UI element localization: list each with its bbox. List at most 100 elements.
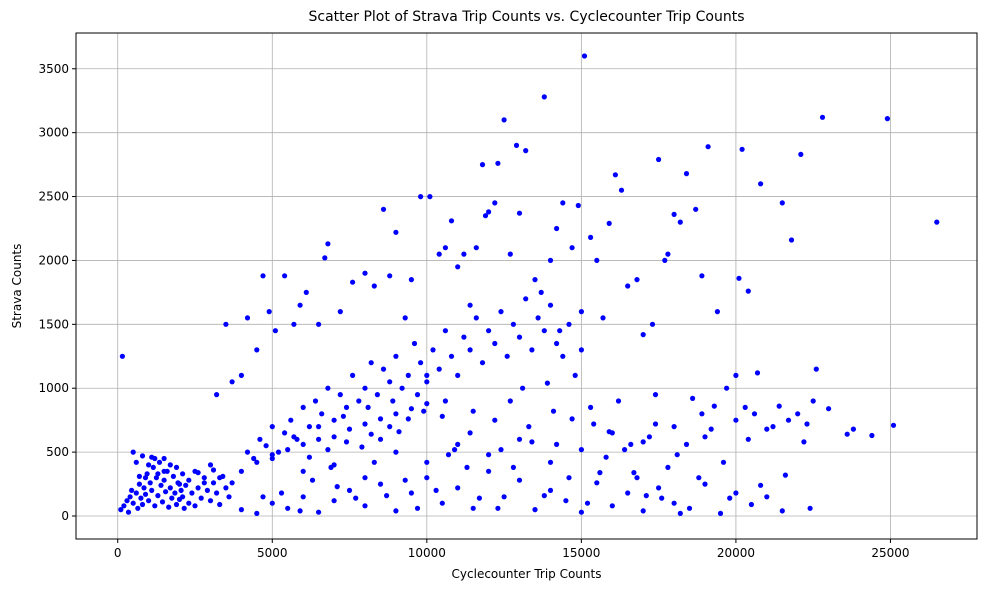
data-point	[473, 245, 479, 251]
data-point	[804, 421, 810, 427]
data-point	[727, 495, 733, 501]
data-point	[724, 385, 730, 391]
data-point	[303, 289, 309, 295]
data-point	[427, 194, 433, 200]
data-point	[507, 251, 513, 257]
data-point	[600, 315, 606, 321]
data-point	[492, 200, 498, 206]
data-point	[739, 146, 745, 152]
data-point	[377, 436, 384, 442]
data-point	[405, 372, 411, 378]
y-tick-label: 0	[61, 509, 69, 523]
data-point	[625, 283, 631, 289]
data-point	[612, 172, 619, 178]
data-point	[516, 477, 523, 483]
data-point	[850, 426, 857, 432]
data-point	[254, 510, 260, 516]
data-point	[254, 459, 260, 465]
data-point	[492, 417, 498, 423]
data-point	[742, 404, 748, 410]
grid-lines	[76, 33, 977, 539]
data-point	[266, 309, 272, 315]
data-point	[343, 404, 350, 410]
data-point	[501, 494, 507, 500]
data-point	[424, 401, 430, 407]
data-point	[195, 485, 201, 491]
data-point	[486, 328, 492, 334]
data-point	[424, 459, 430, 465]
data-point	[510, 464, 516, 470]
data-point	[479, 360, 486, 366]
data-point	[272, 328, 278, 334]
data-point	[640, 439, 646, 445]
data-point	[229, 480, 235, 486]
data-point	[300, 441, 306, 447]
data-point	[470, 505, 476, 511]
data-point	[671, 211, 677, 217]
data-point	[371, 283, 377, 289]
data-point	[365, 404, 371, 410]
data-point	[207, 498, 214, 504]
data-point	[758, 482, 764, 488]
data-point	[492, 340, 498, 347]
data-point	[529, 439, 535, 445]
data-point	[819, 114, 826, 120]
data-point	[214, 392, 220, 398]
data-point	[486, 468, 492, 474]
data-point	[223, 321, 229, 327]
data-point	[278, 490, 285, 496]
data-point	[652, 421, 659, 427]
data-point	[161, 455, 167, 462]
data-point	[238, 468, 244, 474]
x-tick-label: 5000	[257, 546, 288, 560]
data-point	[331, 434, 337, 440]
y-tick-label: 1000	[38, 381, 69, 395]
data-point	[622, 447, 628, 453]
data-point	[210, 480, 217, 486]
data-point	[408, 406, 414, 412]
data-point	[155, 493, 161, 499]
data-point	[146, 462, 152, 468]
data-point	[523, 296, 529, 302]
data-point	[175, 480, 181, 486]
data-point	[634, 475, 640, 481]
data-point	[665, 464, 671, 470]
data-point	[554, 225, 560, 232]
data-point	[210, 467, 217, 473]
data-point	[119, 353, 125, 359]
data-point	[316, 509, 322, 515]
data-point	[337, 309, 343, 315]
data-point	[238, 372, 244, 378]
data-point	[733, 490, 739, 496]
data-point	[118, 507, 124, 513]
x-tick-label: 25000	[871, 546, 909, 560]
data-point	[560, 353, 566, 359]
data-point	[807, 505, 813, 511]
data-point	[575, 202, 581, 209]
data-point	[736, 275, 742, 281]
data-point	[618, 187, 625, 193]
data-point	[254, 347, 260, 353]
data-point	[424, 475, 430, 481]
data-point	[547, 302, 554, 308]
data-point	[467, 430, 473, 436]
data-point	[130, 500, 136, 506]
data-point	[269, 455, 275, 462]
data-point	[498, 309, 504, 315]
data-point	[442, 245, 448, 251]
data-point	[214, 490, 220, 496]
data-point	[801, 439, 807, 445]
data-point	[782, 472, 789, 478]
data-point	[591, 421, 597, 427]
data-point	[166, 504, 172, 510]
data-point	[884, 116, 891, 122]
data-point	[380, 366, 387, 372]
data-point	[594, 480, 600, 486]
data-point	[844, 431, 850, 437]
data-point	[257, 436, 263, 442]
data-point	[498, 447, 504, 453]
x-tick-label: 15000	[562, 546, 600, 560]
data-point	[414, 392, 421, 398]
data-point	[139, 453, 146, 459]
data-point	[418, 194, 424, 200]
